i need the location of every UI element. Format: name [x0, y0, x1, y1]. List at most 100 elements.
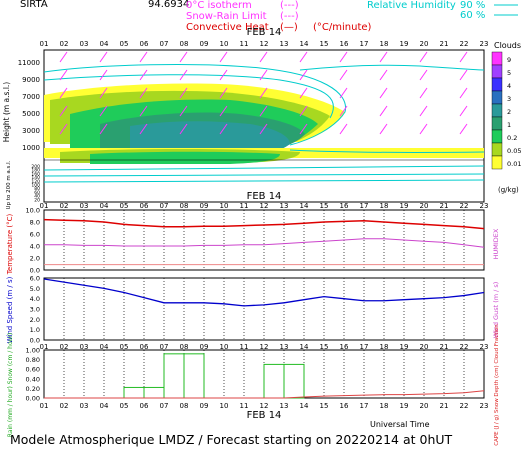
temperature-series [43, 218, 485, 230]
legend-sample: (---) [280, 0, 299, 11]
hour-label-mid: 03 [80, 202, 89, 210]
height-tick-label-low: 120 [31, 179, 40, 185]
height-tick-label: 11000 [18, 59, 40, 67]
time-axis-label: Universal Time [370, 420, 430, 429]
temperature-tick-label: 2.0 [30, 255, 40, 263]
hour-label-mid: 07 [160, 202, 169, 210]
colorbar-label: 5 [507, 69, 511, 77]
height-tick-label-low: 200 [31, 164, 40, 170]
hour-label-low: 17 [360, 343, 369, 351]
height-axis-label: Height (m a.s.l.) [2, 82, 11, 143]
wind-vector [419, 87, 428, 99]
height-tick-label-low: 80 [34, 186, 40, 192]
hour-label-mid: 21 [440, 202, 449, 210]
rain-tick-label: 1.00 [26, 347, 40, 355]
hour-label-bottom: 20 [420, 402, 429, 410]
hour-label-bottom: 05 [120, 402, 129, 410]
hour-label-mid: 13 [280, 202, 289, 210]
hour-label-low: 12 [260, 343, 269, 351]
hour-label-top: 13 [280, 40, 289, 48]
hour-label-mid: 17 [360, 202, 369, 210]
wind-vector [179, 87, 188, 99]
height-tick-label-low: 100 [31, 183, 40, 189]
hour-label-top: 04 [100, 40, 109, 48]
colorbar-swatch [491, 129, 503, 144]
temperature-tick-label: 8.0 [30, 219, 40, 227]
hour-label-low: 20 [420, 343, 429, 351]
wind-vector [219, 69, 228, 81]
date-label-top: FEB 14 [247, 27, 282, 38]
colorbar-label: 3 [507, 95, 511, 103]
hour-label-top: 07 [160, 40, 169, 48]
rain-tick-label: 0.20 [26, 385, 40, 393]
wind-vector [59, 123, 68, 135]
colorbar-swatch [491, 51, 503, 66]
temperature-tick-label: 4.0 [30, 243, 40, 251]
rain-tick-label: 0.40 [26, 375, 40, 383]
legend-label: Convective Heat [186, 22, 269, 33]
wind-vector [219, 51, 228, 63]
hour-label-bottom: 11 [240, 402, 249, 410]
hour-label-bottom: 03 [80, 402, 89, 410]
wind-vector [219, 87, 228, 99]
height-tick-label: 9000 [22, 76, 40, 84]
colorbar-unit: (g/kg) [498, 186, 519, 194]
wind-vector [299, 69, 308, 81]
hour-label-mid: 23 [480, 202, 489, 210]
wind-vector [419, 105, 428, 117]
colorbar-swatch [491, 64, 503, 79]
wind-gust-axis-label: Wind Gust (m / s) [492, 282, 500, 339]
hour-label-bottom: 17 [360, 402, 369, 410]
hour-label-low: 15 [320, 343, 329, 351]
date-label-bottom: FEB 14 [247, 410, 282, 421]
hour-label-bottom: 14 [300, 402, 309, 410]
hour-label-top: 15 [320, 40, 329, 48]
wind-axis-label: Wind Speed (m / s) [6, 276, 14, 343]
legend-sample: (---) [280, 11, 299, 22]
temperature-tick-label: 0.0 [30, 267, 40, 275]
colorbar-swatch [491, 142, 503, 157]
wind-vector [379, 123, 388, 135]
temperature-series [44, 238, 485, 248]
temperature-tick-label: 10.0 [26, 207, 40, 215]
wind-vector [339, 123, 348, 135]
hour-label-low: 05 [120, 343, 129, 351]
wind-vector [59, 87, 68, 99]
wind-vector [139, 123, 148, 135]
wind-vector [419, 123, 428, 135]
wind-vector [259, 105, 268, 117]
hour-label-top: 09 [200, 40, 209, 48]
hour-label-mid: 11 [240, 202, 249, 210]
height-axis-label-low: Up to 200 m a.s.l. [6, 160, 12, 209]
colorbar-label: 2 [507, 108, 511, 116]
hour-label-top: 02 [60, 40, 69, 48]
hour-label-top: 18 [380, 40, 389, 48]
wind-vector [99, 69, 108, 81]
height-tick-label-low: 180 [31, 168, 40, 174]
hour-label-bottom: 07 [160, 402, 169, 410]
hour-label-low: 16 [340, 343, 349, 351]
wind-vector [339, 51, 348, 63]
station-name: SIRTA [20, 0, 48, 10]
hour-label-mid: 02 [60, 202, 69, 210]
legend-label: 0°C isotherm [186, 0, 252, 11]
hour-label-bottom: 19 [400, 402, 409, 410]
wind-vector [219, 105, 228, 117]
hour-label-mid: 16 [340, 202, 349, 210]
colorbar-swatch [491, 77, 503, 92]
humidity-contour [43, 74, 334, 119]
colorbar-swatch [491, 116, 503, 131]
wind-vector [259, 123, 268, 135]
hour-label-low: 07 [160, 343, 169, 351]
height-tick-label-low: 20 [34, 197, 40, 203]
hour-label-mid: 06 [140, 202, 149, 210]
hour-label-low: 14 [300, 343, 309, 351]
hour-label-top: 01 [40, 40, 49, 48]
hour-label-top: 16 [340, 40, 349, 48]
hour-label-low: 23 [480, 343, 489, 351]
hour-label-top: 05 [120, 40, 129, 48]
forecast-footer: Modele Atmospherique LMDZ / Forecast sta… [10, 432, 453, 447]
wind-tick-label: 6.0 [30, 275, 40, 283]
